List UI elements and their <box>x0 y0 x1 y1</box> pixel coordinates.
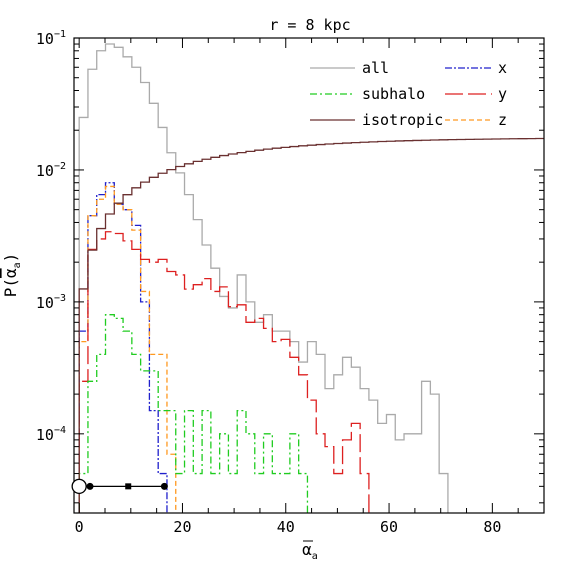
series-isotropic <box>78 137 544 513</box>
error-bar-open-circle <box>71 478 87 494</box>
legend-label-isotropic: isotropic <box>362 111 443 129</box>
x-tick-label: 20 <box>173 518 191 536</box>
y-axis-label: P(αa) <box>1 253 23 298</box>
series-z <box>78 185 177 513</box>
error-bar <box>71 478 168 494</box>
legend-label-y: y <box>498 85 507 103</box>
error-bar-dot <box>160 482 168 490</box>
plot-frame <box>73 37 545 514</box>
y-tick-label: 10−3 <box>36 293 66 312</box>
series-subhalo <box>78 314 309 513</box>
series-all <box>78 43 449 513</box>
legend: all x subhalo y isotropic z <box>310 59 507 129</box>
x-tick-label: 0 <box>75 518 84 536</box>
legend-label-x: x <box>498 59 507 77</box>
legend-label-subhalo: subhalo <box>362 85 425 103</box>
x-tick-label: 80 <box>483 518 501 536</box>
y-tick-label: 10−2 <box>36 161 66 180</box>
error-bar-square <box>125 483 132 490</box>
legend-label-all: all <box>362 59 389 77</box>
series-x <box>78 182 168 513</box>
error-bar-dot <box>86 482 94 490</box>
ticks-layer: 0 20 40 60 80 10−1 10−2 10−3 10−4 <box>36 29 544 536</box>
x-tick-label: 60 <box>380 518 398 536</box>
chart-title: r = 8 kpc <box>269 16 350 34</box>
y-tick-label: 10−1 <box>36 29 66 48</box>
series-layer <box>78 43 544 513</box>
x-axis-label: αa <box>302 540 318 562</box>
y-tick-label: 10−4 <box>36 425 66 444</box>
x-tick-label: 40 <box>277 518 295 536</box>
series-y <box>78 231 370 513</box>
legend-label-z: z <box>498 111 507 129</box>
plot-area <box>78 43 544 513</box>
